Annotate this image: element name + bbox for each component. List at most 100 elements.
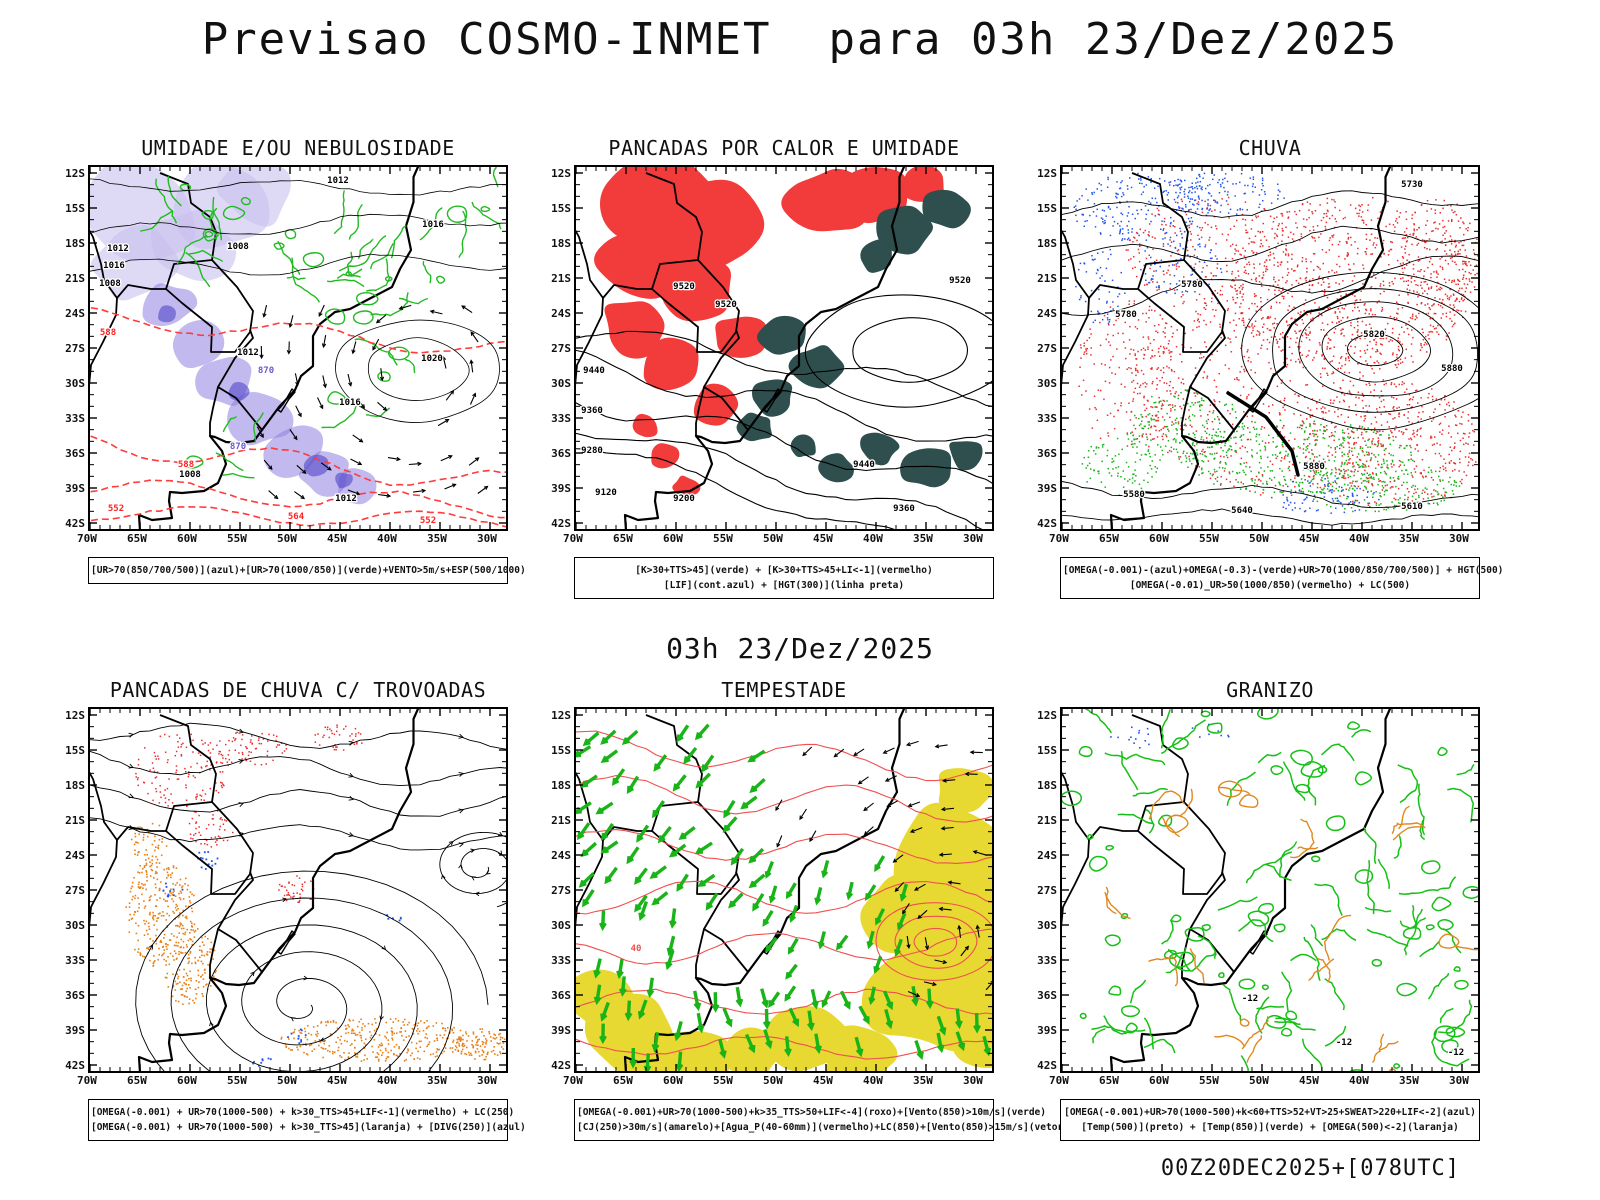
lat-tick-label: 42S — [551, 517, 571, 530]
lon-tick-label: 70W — [563, 532, 583, 545]
lon-tick-label: 30W — [477, 532, 497, 545]
lat-tick-label: 33S — [551, 954, 571, 967]
lat-tick-label: 33S — [65, 954, 85, 967]
lon-tick-label: 45W — [327, 532, 347, 545]
lat-tick-label: 30S — [1037, 377, 1057, 390]
lon-tick-label: 50W — [1249, 1074, 1269, 1087]
lon-tick-label: 50W — [763, 532, 783, 545]
panel-title-chuva: CHUVA — [1238, 136, 1302, 160]
lat-tick-label: 33S — [551, 412, 571, 425]
svg-text:9520: 9520 — [949, 276, 971, 286]
svg-text:552: 552 — [420, 516, 436, 526]
lat-axis: 12S 15S 18S 21S 24S 27S 30S 33S 36S 39S 42S — [1030, 165, 1058, 531]
lon-tick-label: 50W — [277, 532, 297, 545]
panel-umidade: UMIDADE E/OU NEBULOSIDADE 12S 15S 18S 21S 24… — [58, 136, 526, 585]
coastline-borders — [89, 708, 420, 1072]
map-features: 9520 9520 9440 9360 9280 9120 9200 9440 9360 9520 — [575, 166, 993, 530]
svg-text:870: 870 — [230, 442, 246, 452]
svg-text:1020: 1020 — [421, 354, 443, 364]
lat-tick-label: 15S — [1037, 202, 1057, 215]
legend-line: [LIF](cont.azul) + [HGT(300)](linha pret… — [663, 580, 905, 592]
legend-line: [OMEGA(-0.001) + UR>70(1000-500) + k>30_… — [91, 1122, 526, 1134]
lon-tick-label: 60W — [663, 532, 683, 545]
lon-tick-label: 55W — [1199, 532, 1219, 545]
legend-line: [UR>70(850/700/500)](azul)+[UR>70(1000/8… — [91, 565, 526, 576]
lat-tick-label: 36S — [65, 989, 85, 1002]
legend-line: [OMEGA(-0.001)-(azul)+OMEGA(-0.3)-(verde… — [1063, 565, 1504, 576]
map-wrap-pancadas-calor: 12S 15S 18S 21S 24S 27S 30S 33S 36S 39S 42S 9520 95… — [551, 165, 994, 531]
lon-tick-label: 70W — [1049, 532, 1069, 545]
lon-tick-label: 60W — [663, 1074, 683, 1087]
panel-title-trovoadas: PANCADAS DE CHUVA C/ TROVOADAS — [109, 678, 487, 702]
lat-tick-label: 39S — [551, 1024, 571, 1037]
lon-tick-label: 35W — [913, 1074, 933, 1087]
lat-tick-label: 18S — [551, 237, 571, 250]
contour-labels: 5730 5780 5780 5820 5880 5880 5610 5580 5640 — [1114, 179, 1464, 518]
svg-text:552: 552 — [108, 504, 124, 514]
lat-tick-label: 18S — [1037, 779, 1057, 792]
svg-text:1008: 1008 — [227, 242, 249, 252]
legend-line: [K>30+TTS>45](verde) + [K>30+TTS>45+LI<-… — [635, 565, 933, 576]
lat-tick-label: 33S — [65, 412, 85, 425]
lon-tick-label: 70W — [563, 1074, 583, 1087]
valid-time-label: 03h 23/Dez/2025 — [666, 632, 934, 665]
map-canvas-trovoadas — [88, 707, 508, 1073]
lon-tick-label: 40W — [377, 1074, 397, 1087]
svg-text:1016: 1016 — [422, 220, 444, 230]
lat-tick-label: 15S — [1037, 744, 1057, 757]
svg-text:5780: 5780 — [1115, 310, 1137, 320]
svg-text:1008: 1008 — [179, 470, 201, 480]
svg-text:1016: 1016 — [339, 398, 361, 408]
svg-text:1012: 1012 — [335, 494, 357, 504]
lon-tick-label: 65W — [613, 532, 633, 545]
svg-text:5580: 5580 — [1123, 490, 1145, 500]
lon-tick-label: 60W — [1149, 532, 1169, 545]
lon-axis: 70W 65W 60W 55W 50W 45W 40W 35W 30W — [563, 531, 994, 546]
legend-box-pancadas-calor: [K>30+TTS>45](verde) + [K>30+TTS>45+LI<-… — [574, 557, 994, 600]
legend-line: [OMEGA(-0.001)+UR>70(1000-500)+k<60+TTS>… — [1064, 1107, 1476, 1118]
map-wrap-granizo: 12S 15S 18S 21S 24S 27S 30S 33S 36S 39S 42S -12 -12… — [1037, 707, 1480, 1073]
lon-axis: 70W 65W 60W 55W 50W 45W 40W 35W 30W — [1049, 1073, 1480, 1088]
svg-text:5610: 5610 — [1401, 502, 1423, 512]
lat-tick-label: 12S — [551, 709, 571, 722]
lat-tick-label: 21S — [551, 814, 571, 827]
svg-text:5780: 5780 — [1181, 280, 1203, 290]
lat-tick-label: 33S — [1037, 412, 1057, 425]
map-wrap-umidade: 12S 15S 18S 21S 24S 27S 30S 33S 36S 39S 42S 1012 10… — [65, 165, 508, 531]
page-title: Previsao COSMO-INMET para 03h 23/Dez/202… — [201, 14, 1399, 65]
lat-tick-label: 39S — [65, 482, 85, 495]
lon-tick-label: 50W — [1249, 532, 1269, 545]
lon-tick-label: 35W — [427, 532, 447, 545]
coastline-borders — [89, 166, 420, 530]
svg-text:5820: 5820 — [1363, 330, 1385, 340]
legend-line: [CJ(250)>30m/s](amarelo)+[Agua_P(40-60mm… — [577, 1122, 1069, 1134]
lat-tick-label: 27S — [65, 342, 85, 355]
lat-tick-label: 24S — [1037, 849, 1057, 862]
lon-tick-label: 55W — [713, 532, 733, 545]
lat-tick-label: 30S — [1037, 919, 1057, 932]
lat-tick-label: 15S — [551, 202, 571, 215]
lat-tick-label: 42S — [1037, 517, 1057, 530]
svg-text:9520: 9520 — [673, 282, 695, 292]
contour-fields — [89, 722, 507, 1072]
legend-line: [OMEGA(-0.001) + UR>70(1000-500) + k>30_… — [91, 1107, 515, 1118]
lat-tick-label: 18S — [1037, 237, 1057, 250]
lon-tick-label: 30W — [963, 532, 983, 545]
map-frame — [88, 707, 508, 1073]
map-wrap-tempestade: 12S 15S 18S 21S 24S 27S 30S 33S 36S 39S 42S 40 — [551, 707, 994, 1073]
map-canvas-tempestade: 40 — [574, 707, 994, 1073]
lat-tick-label: 21S — [65, 814, 85, 827]
lat-tick-label: 12S — [65, 167, 85, 180]
lat-tick-label: 18S — [65, 237, 85, 250]
lat-tick-label: 24S — [65, 849, 85, 862]
legend-line: [OMEGA(-0.001)+UR>70(1000-500)+k>35_TTS>… — [577, 1107, 1046, 1118]
contour-fields — [575, 294, 993, 530]
legend-line: [OMEGA(-0.01)_UR>50(1000/850)(vermelho) … — [1129, 580, 1411, 592]
map-frame — [1060, 707, 1480, 1073]
lon-tick-label: 40W — [863, 532, 883, 545]
svg-text:9440: 9440 — [583, 366, 605, 376]
lat-tick-label: 27S — [551, 884, 571, 897]
lon-tick-label: 30W — [1449, 1074, 1469, 1087]
coastline-borders — [1061, 166, 1392, 530]
map-features — [89, 708, 507, 1072]
